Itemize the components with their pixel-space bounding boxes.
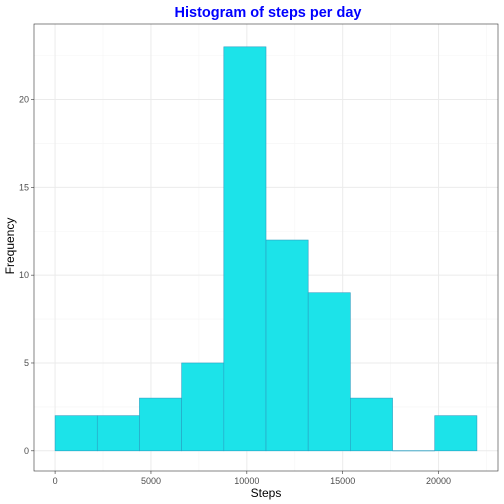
panel-border [33, 23, 499, 472]
histogram-bar-6 [265, 239, 309, 452]
x-tick-label: 0 [53, 476, 58, 486]
x-tick-label: 5000 [141, 476, 161, 486]
y-tick-label: 5 [24, 358, 29, 368]
y-tick-label: 0 [24, 446, 29, 456]
histogram-bar-8 [350, 397, 393, 452]
plot-area: 0 5000 10000 15000 20000 0 5 10 15 20 [19, 23, 499, 486]
histogram-bar-5 [223, 46, 267, 452]
histogram-bar-2 [96, 415, 140, 452]
x-tick-label: 15000 [330, 476, 355, 486]
y-tick-label: 15 [19, 182, 29, 192]
x-tick-label: 10000 [234, 476, 259, 486]
y-tick-label: 10 [19, 270, 29, 280]
chart-title: Histogram of steps per day [175, 5, 362, 21]
histogram-bar-10 [434, 415, 478, 452]
y-axis-title: Frequency [3, 218, 17, 275]
histogram-bar-1 [54, 415, 98, 452]
histogram-bar-7 [307, 292, 351, 452]
histogram-bar-4 [181, 362, 225, 452]
x-axis-title: Steps [251, 486, 282, 500]
x-tick-label: 20000 [426, 476, 451, 486]
histogram-bar-3 [139, 397, 182, 452]
y-tick-label: 20 [19, 95, 29, 105]
